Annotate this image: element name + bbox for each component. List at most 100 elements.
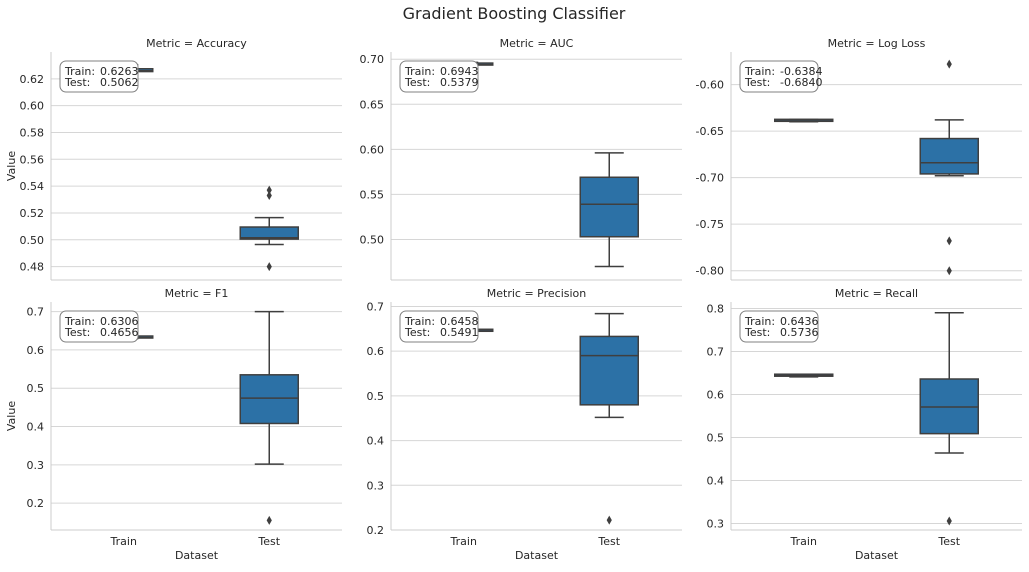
- iqr-box: [239, 226, 299, 240]
- annotation-box: [399, 60, 479, 93]
- panel-1: 0.48 0.50 0.52 0.54 0.56 0.58 0.60 0.62 Metric =…: [5, 37, 342, 281]
- box-test: [579, 152, 639, 268]
- y-tick-label: 0.50: [360, 233, 385, 246]
- y-tick-label: 0.3: [707, 518, 725, 531]
- metric-annotation: Train: 0.6306 Test: 0.4656: [59, 310, 139, 343]
- y-tick-label: 0.65: [360, 98, 385, 111]
- y-tick-label: 0.3: [367, 479, 385, 492]
- annotation-test-value: -0.6840: [780, 76, 822, 89]
- annotation-train-value: -0.6384: [780, 65, 822, 78]
- annotation-box: [739, 310, 819, 343]
- y-tick-label: 0.7: [27, 306, 45, 319]
- annotation-test-label: Test:: [404, 326, 430, 339]
- y-tick-label: 0.58: [20, 126, 45, 139]
- annotation-train-value: 0.6263: [100, 65, 139, 78]
- y-tick-label: 0.6: [707, 388, 725, 401]
- y-tick-label: 0.70: [360, 53, 385, 66]
- x-axis-label: Dataset: [175, 549, 219, 562]
- iqr-box: [579, 335, 639, 406]
- box-test: [579, 312, 639, 525]
- box-test: [239, 310, 299, 525]
- y-tick-label: 0.54: [20, 180, 45, 193]
- figure-title: Gradient Boosting Classifier: [403, 4, 626, 23]
- annotation-box: [59, 310, 139, 343]
- y-tick-label: 0.4: [367, 435, 385, 448]
- annotation-test-label: Test:: [744, 76, 770, 89]
- iqr-box: [239, 374, 299, 425]
- y-tick-label: 0.55: [360, 188, 385, 201]
- annotation-test-label: Test:: [744, 326, 770, 339]
- annotation-test-value: 0.5736: [780, 326, 819, 339]
- panel-title: Metric = Recall: [835, 287, 918, 300]
- y-tick-label: 0.48: [20, 261, 45, 274]
- panel-title: Metric = Precision: [487, 287, 587, 300]
- x-axis-label: Dataset: [855, 549, 899, 562]
- box-train: [774, 373, 834, 378]
- metric-annotation: Train: 0.6458 Test: 0.5491: [399, 310, 479, 343]
- y-tick-label: 0.7: [707, 345, 725, 358]
- annotation-train-label: Train:: [64, 315, 95, 328]
- iqr-box: [579, 176, 639, 238]
- annotation-test-value: 0.4656: [100, 326, 139, 339]
- panel-title: Metric = Log Loss: [828, 37, 926, 50]
- annotation-train-value: 0.6436: [780, 315, 819, 328]
- y-tick-label: 0.2: [367, 524, 385, 537]
- iqr-box: [919, 137, 979, 175]
- y-tick-label: 0.52: [20, 207, 45, 220]
- annotation-train-label: Train:: [744, 315, 775, 328]
- y-tick-label: 0.5: [367, 390, 385, 403]
- annotation-test-label: Test:: [64, 326, 90, 339]
- x-tick-label: Train: [790, 535, 817, 548]
- outlier-point: [946, 59, 952, 69]
- x-tick-label: Train: [110, 535, 137, 548]
- y-axis-label: Value: [5, 151, 18, 181]
- y-tick-label: 0.60: [20, 100, 45, 113]
- outlier-point: [266, 191, 272, 201]
- annotation-test-value: 0.5491: [440, 326, 479, 339]
- outlier-point: [266, 185, 272, 195]
- y-tick-label: 0.56: [20, 153, 45, 166]
- annotation-train-label: Train:: [404, 315, 435, 328]
- panel-title: Metric = AUC: [500, 37, 574, 50]
- y-tick-label: 0.3: [27, 459, 45, 472]
- box-test: [919, 312, 979, 526]
- metric-annotation: Train: 0.6436 Test: 0.5736: [739, 310, 819, 343]
- metric-annotation: Train: 0.6263 Test: 0.5062: [59, 60, 139, 93]
- annotation-box: [399, 310, 479, 343]
- outlier-point: [946, 516, 952, 526]
- y-tick-label: 0.50: [20, 234, 45, 247]
- x-tick-label: Test: [597, 535, 620, 548]
- box-test: [239, 185, 299, 272]
- annotation-test-label: Test:: [64, 76, 90, 89]
- y-axis-label: Value: [5, 401, 18, 431]
- panel-title: Metric = F1: [165, 287, 229, 300]
- annotation-train-label: Train:: [404, 65, 435, 78]
- panel-4: 0.2 0.3 0.4 0.5 0.6 0.7 Metric = F1 Train Test Tr…: [5, 287, 342, 562]
- annotation-test-value: 0.5379: [440, 76, 479, 89]
- panel-6: 0.3 0.4 0.5 0.6 0.7 0.8 Metric = Recall Train Te…: [707, 287, 1022, 562]
- annotation-train-value: 0.6458: [440, 315, 479, 328]
- annotation-test-label: Test:: [404, 76, 430, 89]
- y-tick-label: 0.7: [367, 300, 385, 313]
- y-tick-label: 0.6: [27, 344, 45, 357]
- y-tick-label: 0.60: [360, 143, 385, 156]
- y-tick-label: -0.60: [696, 79, 724, 92]
- y-tick-label: 0.5: [27, 382, 45, 395]
- x-tick-label: Train: [450, 535, 477, 548]
- annotation-box: [59, 60, 139, 93]
- outlier-point: [266, 515, 272, 525]
- annotation-train-value: 0.6306: [100, 315, 139, 328]
- y-tick-label: 0.5: [707, 432, 725, 445]
- panel-2: 0.50 0.55 0.60 0.65 0.70 Metric = AUC Train: 0.…: [360, 37, 682, 281]
- y-tick-label: -0.65: [696, 125, 724, 138]
- annotation-train-label: Train:: [64, 65, 95, 78]
- metric-annotation: Train: 0.6943 Test: 0.5379: [399, 60, 479, 93]
- y-tick-label: 0.8: [707, 302, 725, 315]
- y-tick-label: -0.75: [696, 218, 724, 231]
- outlier-point: [946, 266, 952, 276]
- outlier-point: [606, 515, 612, 525]
- outlier-point: [946, 236, 952, 246]
- y-tick-label: -0.70: [696, 172, 724, 185]
